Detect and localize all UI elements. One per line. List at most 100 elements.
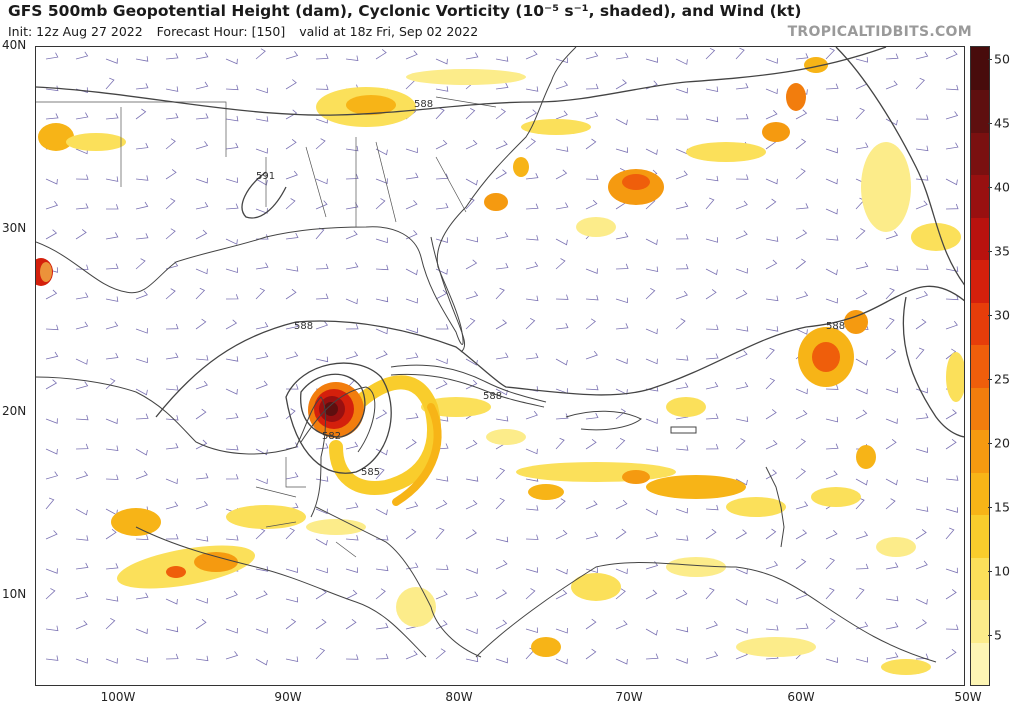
wind-barb xyxy=(675,626,689,633)
wind-barb xyxy=(945,348,957,360)
colorbar-segment xyxy=(971,217,989,261)
wind-barb xyxy=(435,590,448,600)
vorticity-patch xyxy=(166,566,186,578)
colorbar-segment xyxy=(971,89,989,133)
wind-barb xyxy=(435,476,449,482)
colorbar-tick xyxy=(988,379,992,380)
vorticity-patch xyxy=(946,352,964,402)
wind-barb xyxy=(195,655,209,662)
wind-barb xyxy=(435,380,448,390)
colorbar-segment xyxy=(971,47,989,90)
wind-barb xyxy=(855,107,865,120)
wind-barb xyxy=(345,173,359,180)
lat-label-30n: 30N xyxy=(2,221,27,235)
wind-barb xyxy=(585,111,599,120)
site-watermark: TROPICALTIDBITS.COM xyxy=(787,24,972,40)
wind-barb xyxy=(945,178,958,186)
contour-label: 588 xyxy=(826,321,845,332)
wind-barb xyxy=(435,268,448,275)
wind-barb xyxy=(645,628,658,636)
wind-barb xyxy=(225,535,239,541)
wind-barb xyxy=(825,147,838,154)
wind-barb xyxy=(615,79,627,90)
wind-barb xyxy=(375,237,388,244)
hispaniola-outline xyxy=(565,410,642,431)
colorbar-tick xyxy=(988,123,992,124)
wind-barb xyxy=(285,288,297,300)
vorticity-patch xyxy=(484,193,508,211)
wind-barb xyxy=(735,326,749,332)
wind-barb xyxy=(855,657,869,663)
wind-barb xyxy=(885,652,899,660)
wind-barb xyxy=(795,258,807,270)
wind-barb xyxy=(165,501,179,510)
wind-barb xyxy=(585,268,598,274)
wind-barb xyxy=(195,318,207,330)
wind-barb xyxy=(915,145,929,152)
wind-barb xyxy=(555,498,566,510)
wind-barb xyxy=(705,86,719,93)
wind-barb xyxy=(465,259,478,270)
wind-barb xyxy=(795,109,808,120)
wind-barb xyxy=(435,358,448,365)
wind-barb xyxy=(465,379,478,390)
colorbar-tick xyxy=(988,315,992,316)
wind-barb xyxy=(615,147,628,153)
wind-barb xyxy=(855,142,869,150)
wind-barb xyxy=(135,592,149,600)
wind-barb xyxy=(255,321,269,330)
wind-barb xyxy=(525,50,538,60)
wind-barb xyxy=(45,588,56,600)
wind-barb xyxy=(75,174,89,180)
wind-barb xyxy=(45,448,58,455)
vorticity-patch xyxy=(762,122,790,142)
vorticity-patch xyxy=(576,217,616,237)
wind-barb xyxy=(495,108,506,120)
wind-barb xyxy=(195,536,209,542)
wind-barb xyxy=(495,619,508,630)
wind-barb xyxy=(915,413,929,420)
wind-barb xyxy=(855,261,869,270)
wind-barb xyxy=(135,108,147,120)
wind-barb xyxy=(915,653,929,660)
contour-588-east xyxy=(902,296,964,438)
vorticity-patch xyxy=(396,587,436,627)
wind-barb xyxy=(135,470,148,480)
wind-barb xyxy=(315,443,329,450)
wind-barb xyxy=(585,412,599,420)
wind-barb xyxy=(225,651,239,660)
wind-barb xyxy=(675,170,688,180)
wind-barb xyxy=(195,81,209,90)
wind-barb xyxy=(525,86,539,92)
wind-barb xyxy=(525,318,536,330)
lat-label-40n: 40N xyxy=(2,38,27,52)
wind-barb xyxy=(345,351,359,360)
wind-barb xyxy=(945,527,955,540)
wind-barb xyxy=(345,567,358,573)
wind-barb xyxy=(255,262,269,270)
wind-barb xyxy=(915,477,929,483)
wind-barb xyxy=(915,51,929,60)
wind-barb xyxy=(285,109,298,120)
wind-barb xyxy=(585,294,599,301)
wind-barb xyxy=(795,590,808,600)
wind-barb xyxy=(75,203,89,210)
wind-barb xyxy=(885,562,899,570)
wind-barb xyxy=(645,446,659,452)
colorbar-segment xyxy=(971,302,989,346)
wind-barb xyxy=(855,621,869,630)
colorbar-tick xyxy=(988,571,992,572)
wind-barb xyxy=(705,504,719,511)
wind-barb xyxy=(405,268,418,276)
wind-barb xyxy=(795,328,808,335)
wind-barb xyxy=(135,388,148,396)
wind-barb xyxy=(105,596,119,602)
wind-barb xyxy=(465,139,478,150)
florida-outline xyxy=(430,236,466,353)
wind-barb xyxy=(225,294,239,300)
wind-barb xyxy=(435,86,449,92)
colorbar-label: 35 xyxy=(994,243,1010,259)
central-america-pacific xyxy=(135,526,427,658)
central-america-coast xyxy=(315,506,482,658)
height-contours xyxy=(36,47,964,474)
